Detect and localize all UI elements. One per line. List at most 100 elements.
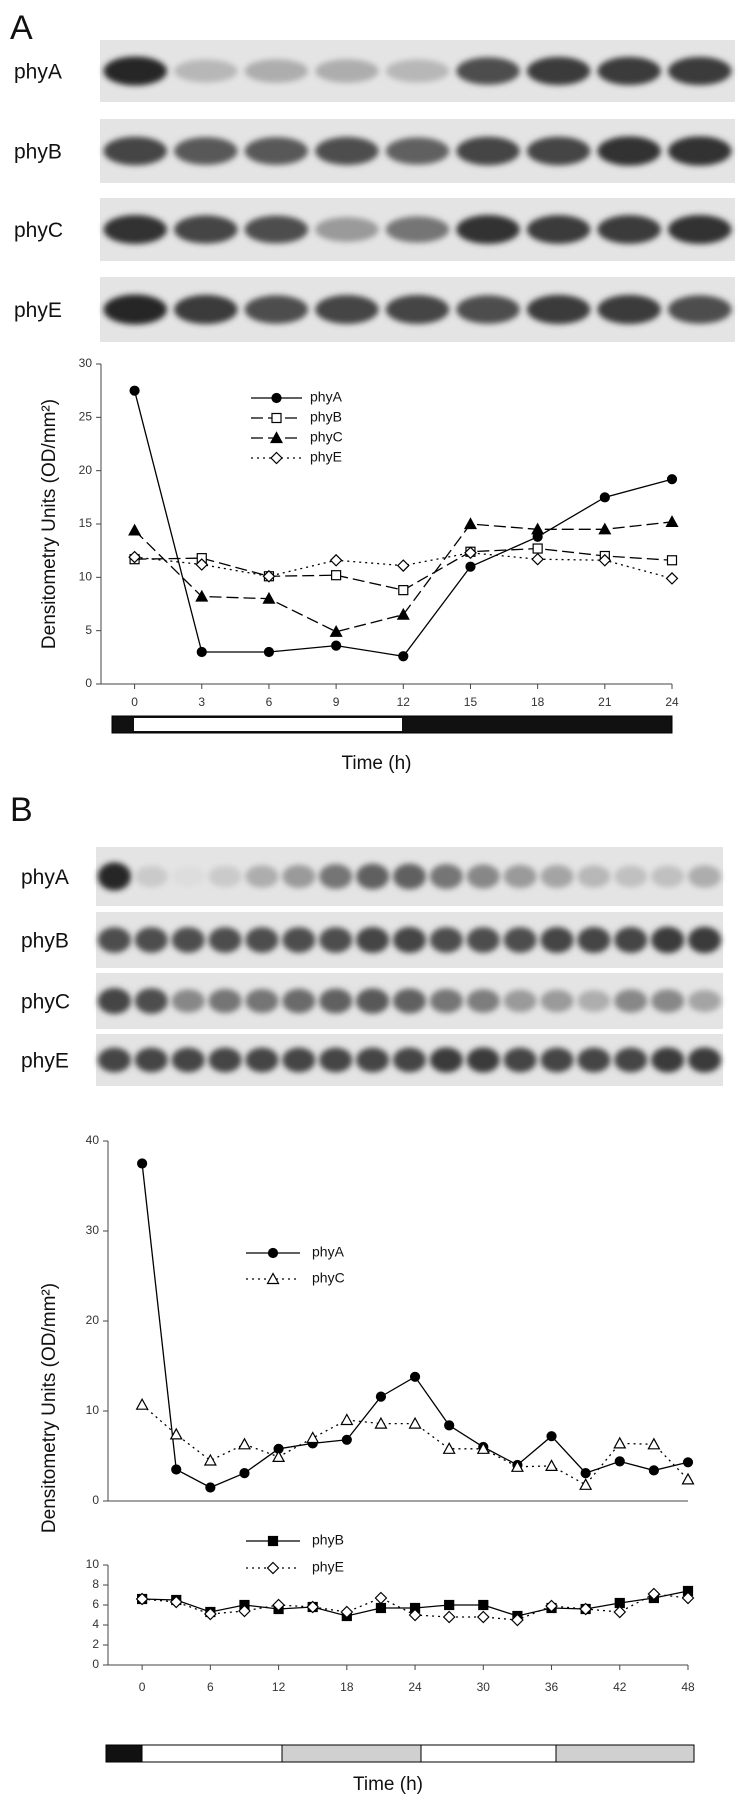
marker: [306, 1431, 320, 1444]
subjective-dark: [281, 1744, 422, 1763]
light-bar: [111, 715, 673, 734]
marker: [135, 1592, 149, 1606]
marker: [137, 1158, 148, 1169]
marker: [665, 515, 679, 527]
band: [667, 295, 732, 324]
marker: [681, 1472, 695, 1485]
legend-marker: [271, 392, 282, 404]
legend-label: phyA: [312, 1244, 345, 1260]
band: [577, 1047, 611, 1073]
band: [526, 294, 591, 325]
marker: [682, 1457, 694, 1468]
marker: [463, 517, 477, 530]
band: [540, 927, 574, 953]
x-tick-label: 24: [665, 695, 679, 709]
y-axis-label: Densitometry Units (OD/mm²): [39, 399, 60, 649]
band: [597, 294, 661, 325]
y-axis-label: Densitometry Units (OD/mm²): [39, 1283, 60, 1533]
band: [651, 989, 685, 1013]
marker: [375, 1391, 387, 1402]
band: [134, 865, 168, 888]
band: [392, 1047, 427, 1073]
band: [385, 216, 450, 243]
band: [526, 56, 591, 86]
y-tick-label: 10: [86, 1403, 100, 1417]
band: [171, 927, 205, 953]
y-tick-label: 6: [92, 1597, 99, 1611]
x-tick-label: 15: [464, 695, 478, 709]
y-tick-label: 20: [86, 1313, 100, 1327]
marker: [237, 1437, 251, 1450]
y-tick-label: 10: [86, 1557, 100, 1571]
marker: [531, 552, 544, 566]
band: [651, 1047, 685, 1073]
legend-label: phyB: [310, 409, 342, 425]
panel-label: B: [10, 791, 33, 829]
marker: [579, 1478, 593, 1490]
band: [208, 989, 242, 1013]
band: [466, 927, 500, 953]
marker: [666, 474, 678, 485]
band: [651, 865, 685, 888]
band: [282, 988, 316, 1014]
y-tick-label: 15: [79, 516, 93, 530]
band: [97, 927, 132, 953]
blot-label: phyA: [21, 866, 69, 889]
band: [103, 294, 168, 325]
x-tick-label: 18: [340, 1680, 354, 1694]
band: [356, 927, 390, 953]
blot-label: phyC: [21, 991, 70, 1014]
y-tick-label: 0: [85, 676, 92, 690]
band: [174, 137, 238, 165]
marker: [545, 1599, 558, 1613]
marker: [205, 1482, 216, 1493]
marker: [329, 624, 343, 637]
band: [244, 295, 309, 324]
marker: [263, 646, 275, 658]
band: [174, 215, 238, 244]
band: [244, 59, 309, 83]
y-tick-label: 4: [92, 1617, 99, 1631]
band: [103, 214, 168, 245]
band: [103, 136, 168, 166]
band: [456, 57, 520, 85]
x-tick-label: 6: [207, 1680, 214, 1694]
band: [651, 926, 685, 954]
legend-label: phyC: [312, 1270, 345, 1286]
legend-marker: [267, 1535, 279, 1547]
band: [466, 1047, 500, 1073]
band: [385, 137, 450, 165]
band: [208, 927, 242, 953]
marker: [375, 1602, 387, 1614]
x-tick-label: 30: [477, 1680, 491, 1694]
band: [356, 863, 390, 890]
blot-label: phyC: [14, 219, 63, 242]
band: [245, 1047, 279, 1073]
marker: [374, 1591, 388, 1605]
marker: [203, 1453, 217, 1466]
band: [466, 989, 500, 1013]
band: [385, 59, 450, 83]
marker: [666, 555, 678, 566]
y-tick-label: 30: [86, 1223, 100, 1237]
marker: [681, 1591, 695, 1605]
band: [319, 988, 353, 1014]
band: [315, 136, 379, 166]
marker: [647, 1437, 661, 1450]
marker: [647, 1587, 661, 1601]
band: [171, 866, 205, 887]
series-line: [141, 1163, 689, 1489]
light-period: [134, 718, 402, 731]
band: [577, 865, 611, 888]
marker: [331, 640, 342, 651]
marker: [464, 546, 477, 560]
band: [456, 214, 520, 245]
blot-label: phyA: [14, 61, 62, 84]
marker: [465, 561, 476, 572]
marker: [129, 385, 140, 396]
subjective-dark: [555, 1744, 695, 1763]
marker: [545, 1459, 559, 1472]
y-tick-label: 0: [92, 1493, 99, 1507]
